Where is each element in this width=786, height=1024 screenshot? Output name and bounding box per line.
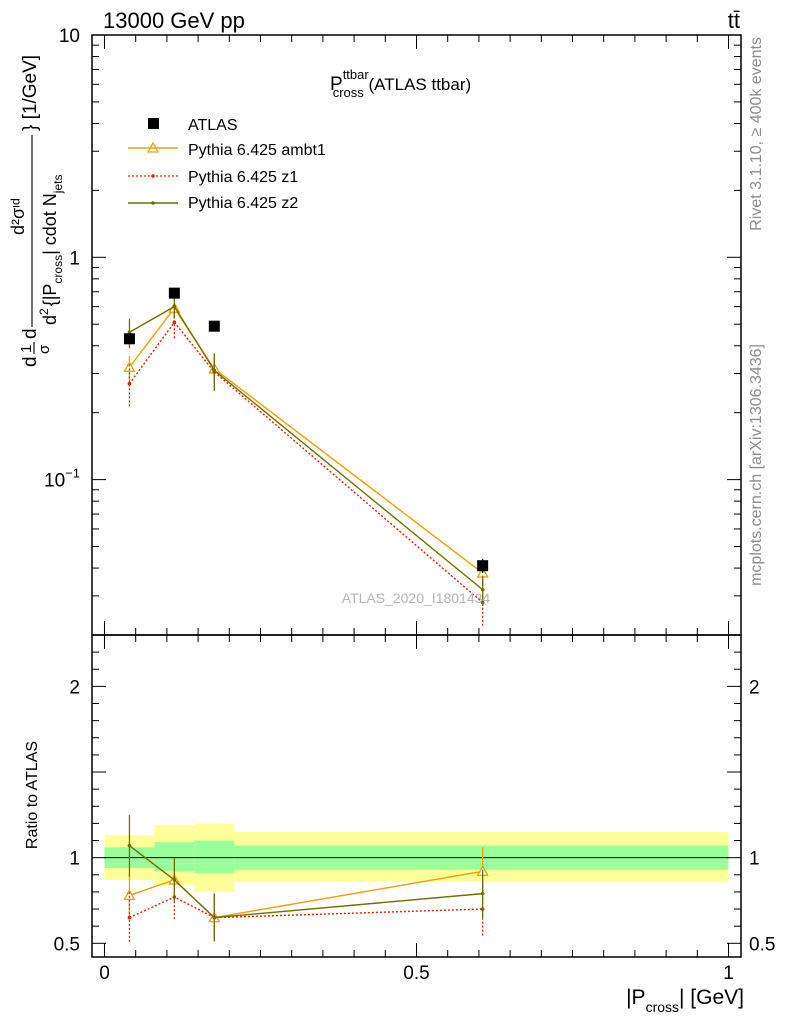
series-line bbox=[129, 896, 483, 919]
data-point-marker bbox=[123, 889, 136, 900]
data-point-marker bbox=[172, 320, 177, 325]
data-point-marker bbox=[477, 560, 489, 572]
mcplots-reference-text: mcplots.cern.ch [arXiv:1306.3436] bbox=[748, 344, 765, 586]
series-line bbox=[128, 307, 484, 574]
ratio-plot-frame bbox=[91, 634, 742, 958]
plot-title-suffix: (ATLAS ttbar) bbox=[364, 75, 471, 94]
uncertainty-band-inner bbox=[194, 840, 235, 874]
x-axis-label: |Pcross| [GeV] bbox=[626, 986, 744, 1015]
data-point-marker bbox=[208, 320, 220, 332]
x-tick-label: 0 bbox=[99, 963, 110, 984]
main-y-axis-label: d 1 σ d d²σᶦᵈ d2{|Pcross| cdot Njets } [… bbox=[8, 55, 65, 367]
data-point-marker bbox=[123, 360, 136, 372]
y-tick-label: 10−1 bbox=[44, 466, 80, 492]
legend-label-atlas: ATLAS bbox=[188, 117, 238, 134]
rivet-version-text: Rivet 3.1.10, ≥ 400k events bbox=[748, 37, 765, 231]
ratio-plot-panel: 0 0.5 1 0.5 0.5 1 1 2 2 Ratio to ATLAS bbox=[24, 634, 775, 984]
ylabel-denom-b: {|P bbox=[40, 284, 60, 307]
series-pythia-6-425-z2 bbox=[127, 295, 485, 607]
series-pythia-6-425-ambt1 bbox=[123, 300, 489, 587]
svg-text:d²σᶦᵈ: d²σᶦᵈ bbox=[8, 198, 28, 235]
svg-text:1: 1 bbox=[18, 345, 35, 353]
plot-title-sup: ttbar bbox=[343, 67, 370, 82]
ylabel-denom-sub2: jets bbox=[51, 175, 65, 195]
legend-item-z1: Pythia 6.425 z1 bbox=[128, 169, 298, 186]
data-point-marker bbox=[168, 287, 180, 299]
y-tick-label-base: 10 bbox=[44, 471, 65, 492]
xlabel-a: |P bbox=[626, 986, 645, 1009]
xlabel-b: | [GeV] bbox=[679, 986, 744, 1009]
series-atlas bbox=[123, 287, 489, 574]
x-tick-label: 0.5 bbox=[403, 963, 429, 984]
data-point-marker bbox=[212, 368, 217, 373]
y-tick-label: 1 bbox=[69, 248, 80, 269]
header-left-text: 13000 GeV pp bbox=[103, 8, 245, 33]
legend-item-atlas: ATLAS bbox=[148, 117, 238, 134]
y-tick-label-right: 1 bbox=[749, 849, 760, 870]
header-right-text: tt̄ bbox=[728, 8, 740, 33]
series-line bbox=[129, 305, 484, 591]
series-line bbox=[129, 845, 483, 919]
y-tick-label-base: 10 bbox=[59, 26, 80, 47]
data-point-marker bbox=[127, 381, 132, 386]
ratio-series-pythia-6-425-z2 bbox=[127, 814, 485, 942]
data-point-marker bbox=[123, 333, 135, 345]
y-tick-label-left: 0.5 bbox=[54, 934, 80, 955]
x-tick-label: 1 bbox=[723, 963, 734, 984]
legend-marker-z2 bbox=[151, 201, 155, 205]
legend: ATLAS Pythia 6.425 ambt1 Pythia 6.425 z1… bbox=[128, 117, 326, 212]
svg-text:d2{|Pcross| cdot Njets: d2{|Pcross| cdot Njets bbox=[37, 175, 65, 325]
y-tick-label-right: 0.5 bbox=[749, 934, 775, 955]
legend-label-z1: Pythia 6.425 z1 bbox=[188, 169, 298, 186]
ylabel-denom-sup: 2 bbox=[37, 308, 51, 315]
data-point-marker bbox=[480, 891, 485, 896]
plot-title-sub: cross bbox=[333, 85, 365, 100]
data-point-marker bbox=[127, 843, 132, 848]
ylabel-denom-a: d bbox=[40, 315, 60, 325]
analysis-watermark: ATLAS_2020_I1801434 bbox=[342, 590, 491, 606]
ylabel-denom-sub: cross bbox=[51, 255, 65, 284]
svg-text:} [1/GeV]: } [1/GeV] bbox=[20, 55, 41, 131]
data-point-marker bbox=[127, 330, 132, 335]
svg-text:d: d bbox=[20, 356, 41, 367]
ratio-y-axis-label: Ratio to ATLAS bbox=[24, 741, 41, 849]
data-point-marker bbox=[127, 915, 132, 920]
y-tick-label-right: 2 bbox=[749, 677, 760, 698]
data-point-marker bbox=[212, 915, 217, 920]
legend-item-ambt1: Pythia 6.425 ambt1 bbox=[128, 141, 326, 159]
ylabel-units: } [1/GeV] bbox=[20, 55, 41, 131]
plot-title-main: P bbox=[330, 74, 343, 95]
y-tick-label-left: 2 bbox=[69, 677, 80, 698]
series-pythia-6-425-z1 bbox=[127, 308, 485, 626]
ylabel-denom-c: | cdot N bbox=[40, 193, 60, 255]
data-point-marker bbox=[480, 587, 485, 592]
legend-label-z2: Pythia 6.425 z2 bbox=[188, 195, 298, 212]
legend-marker-z1 bbox=[151, 174, 155, 178]
legend-marker-ambt1 bbox=[146, 141, 160, 153]
legend-item-z2: Pythia 6.425 z2 bbox=[128, 195, 298, 212]
ylabel-frac-sigma: σ bbox=[36, 344, 53, 354]
plot-title: Pttbar cross (ATLAS ttbar) bbox=[330, 67, 471, 100]
data-point-marker bbox=[172, 878, 177, 882]
data-point-marker bbox=[172, 304, 177, 309]
legend-label-ambt1: Pythia 6.425 ambt1 bbox=[188, 142, 326, 159]
svg-text:σ: σ bbox=[36, 344, 53, 354]
ylabel-front: d bbox=[20, 356, 41, 367]
ylabel-d2: d bbox=[20, 328, 41, 339]
ylabel-sigma-id: d²σᶦᵈ bbox=[8, 198, 28, 235]
y-tick-label-left: 1 bbox=[69, 849, 80, 870]
y-tick-label-exponent: −1 bbox=[65, 466, 80, 481]
y-tick-label-base: 1 bbox=[69, 248, 80, 269]
svg-text:d: d bbox=[20, 328, 41, 339]
series-line bbox=[128, 321, 484, 604]
y-tick-label: 10 bbox=[59, 26, 80, 47]
legend-marker-atlas bbox=[148, 118, 159, 129]
xlabel-sub: cross bbox=[646, 999, 679, 1015]
ylabel-frac-one: 1 bbox=[18, 345, 35, 353]
